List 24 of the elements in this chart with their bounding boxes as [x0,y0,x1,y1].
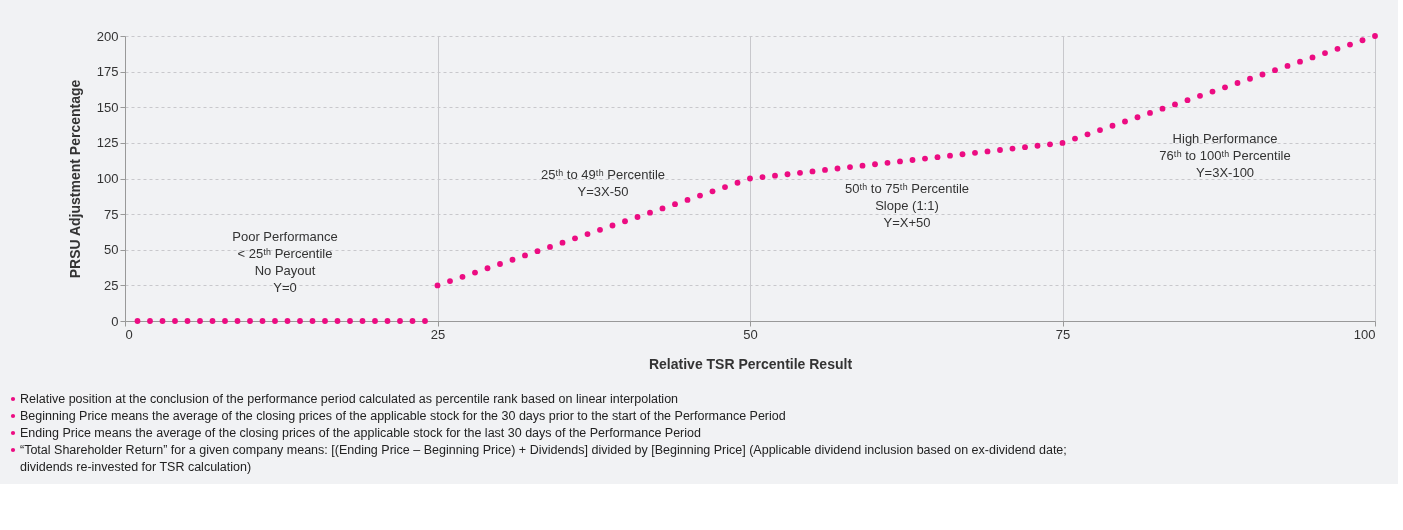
x-tick-label: 100 [1353,326,1376,342]
x-axis-title: Relative TSR Percentile Result [648,355,853,372]
y-tick-label: 125 [96,135,119,151]
x-tick-label: 25 [430,326,446,342]
x-tick-label: 75 [1055,326,1071,342]
y-tick-label: 200 [96,28,119,44]
annotation: 25ᵗʰ to 49ᵗʰ Percentile Y=3X-50 [540,167,666,199]
y-axis-title: PRSU Adjustment Percentage [66,79,83,279]
annotation: Poor Performance < 25ᵗʰ Percentile No Payout Y=0 [232,229,338,295]
text: Beginning Price means the average of the closing prices of the applicable stock for the 30 days prior to the start of the Performance Period [20,409,786,423]
text: Relative position at the conclusion of the performance period calculated as percentile rank based on linear interpolation [20,392,679,406]
x-tick-label: 0 [125,326,133,342]
annotation: High Performance 76ᵗʰ to 100ᵗʰ Percentile Y=3X-100 [1159,131,1291,180]
y-tick-label: 50 [104,242,119,258]
y-tick-label: 75 [104,206,119,222]
y-tick-label: 100 [96,171,119,186]
x-tick-label: 50 [743,326,758,342]
text: “Total Shareholder Return” for a given company means: [(Ending Price – Beginning Price) + Dividends] divided by [Beginning Price] (Applicable dividend inclusion based on ex-dividend date; dividends re-invested for TSR calculation) [20,443,1067,474]
text: Ending Price means the average of the closing prices of the applicable stock for the last 30 days of the Performance Period [20,426,701,440]
y-tick-label: 25 [104,277,119,293]
y-tick-label: 0 [111,313,119,329]
y-tick-label: 150 [96,99,119,115]
y-tick-label: 175 [96,64,119,80]
annotation: 50ᵗʰ to 75ᵗʰ Percentile Slope (1:1) Y=X+50 [844,181,970,230]
